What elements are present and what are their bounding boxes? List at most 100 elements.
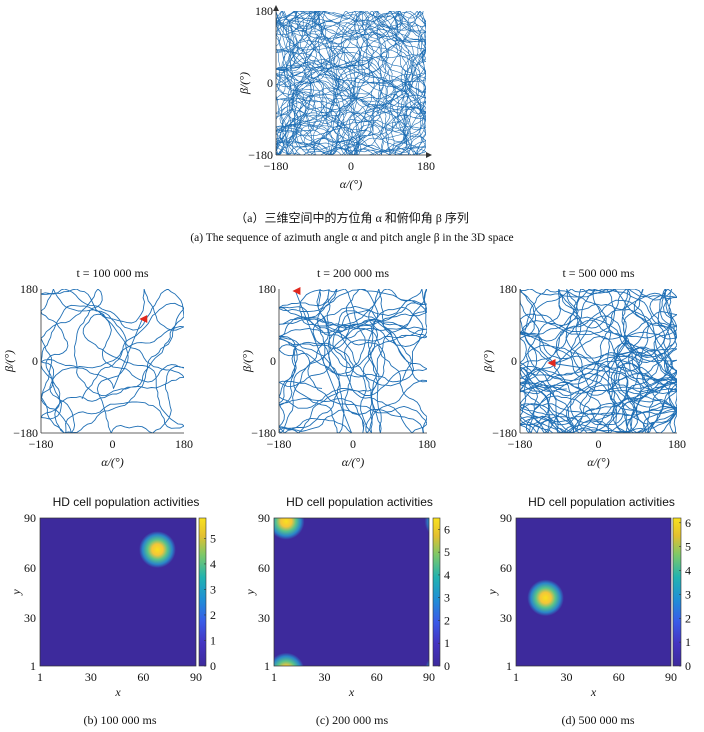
- x-axis-label: x: [348, 685, 355, 699]
- y-tick-label: 180: [499, 282, 517, 296]
- colorbar-tick-label: 5: [210, 531, 216, 545]
- x-axis-label: x: [590, 685, 597, 699]
- x-tick-label: 1: [37, 670, 43, 684]
- y-tick-label: 30: [258, 611, 270, 625]
- colorbar-tick-label: 4: [685, 564, 691, 578]
- y-tick-label: −180: [13, 426, 38, 440]
- activity-bump: [527, 579, 564, 617]
- y-tick-label: 180: [20, 282, 38, 296]
- colorbar-tick-label: 1: [210, 633, 216, 647]
- panel-title: t = 200 000 ms: [317, 266, 389, 280]
- x-tick-label: 30: [85, 670, 97, 684]
- x-tick-label: −180: [508, 437, 533, 451]
- x-tick-label: 90: [423, 670, 435, 684]
- y-tick-label: 0: [32, 354, 38, 368]
- y-tick-label: 90: [258, 511, 270, 525]
- colorbar-tick-label: 0: [685, 659, 691, 673]
- caption-b: (b) 100 000 ms: [83, 713, 157, 727]
- colorbar-tick-label: 4: [444, 568, 450, 582]
- trajectory-line: [279, 289, 427, 433]
- colorbar-tick-label: 5: [685, 540, 691, 554]
- y-axis-label: y: [485, 589, 499, 596]
- x-tick-label: 0: [596, 437, 602, 451]
- caption-c: (c) 200 000 ms: [315, 713, 389, 727]
- y-tick-label: 0: [267, 76, 273, 90]
- y-tick-label: −180: [492, 426, 517, 440]
- x-tick-label: 30: [319, 670, 331, 684]
- x-tick-label: 180: [175, 437, 193, 451]
- heatmap-1: 1 30 60 90 1 30 60 90 x y HD cell population activ…: [243, 495, 450, 699]
- current-position-marker: [292, 287, 301, 295]
- x-axis-label: α/(°): [101, 455, 123, 469]
- y-tick-label: 0: [511, 354, 517, 368]
- x-tick-label: 1: [513, 670, 519, 684]
- y-tick-label: 90: [24, 511, 36, 525]
- heatmap-frame: [39, 517, 197, 667]
- current-position-marker: [547, 359, 556, 367]
- trajectory-plot-1: −180 0 180 −180 0 180 α/(°) β/(°) t = 100 000 ms: [2, 266, 193, 469]
- colorbar-tick-label: 2: [210, 608, 216, 622]
- x-axis-arrow: [426, 152, 432, 158]
- y-tick-label: 180: [258, 282, 276, 296]
- x-tick-label: 90: [190, 670, 202, 684]
- caption-d: (d) 500 000 ms: [561, 713, 635, 727]
- y-axis-label: y: [243, 589, 257, 596]
- colorbar: [198, 517, 207, 667]
- x-tick-label: 1: [271, 670, 277, 684]
- colorbar-tick-label: 4: [210, 557, 216, 571]
- y-tick-label: −180: [248, 148, 273, 162]
- colorbar-tick-label: 3: [685, 587, 691, 601]
- x-axis-label: α/(°): [342, 455, 364, 469]
- trajectory-plot-2: −180 0 180 −180 0 180 α/(°) β/(°) t = 200 000 ms: [240, 266, 436, 469]
- y-tick-label: 30: [24, 611, 36, 625]
- colorbar-tick-label: 3: [444, 591, 450, 605]
- y-axis-label: β/(°): [237, 72, 251, 95]
- colorbar-tick-label: 0: [210, 659, 216, 673]
- y-tick-label: 1: [264, 659, 270, 673]
- colorbar-tick-label: 1: [444, 636, 450, 650]
- y-tick-label: 60: [500, 561, 512, 575]
- activity-bump: [139, 531, 176, 568]
- x-tick-label: −180: [29, 437, 54, 451]
- colorbar-tick-label: 1: [685, 635, 691, 649]
- x-tick-label: 60: [371, 670, 383, 684]
- activity-bump: [274, 518, 305, 540]
- colorbar-tick-label: 2: [444, 613, 450, 627]
- colorbar-tick-label: 3: [210, 582, 216, 596]
- trajectory-plot-3: −180 0 180 −180 0 180 α/(°) β/(°) t = 500 000 ms: [481, 266, 686, 469]
- colorbar-tick-label: 2: [685, 611, 691, 625]
- y-tick-label: 1: [30, 659, 36, 673]
- heatmap-title: HD cell population activities: [286, 495, 433, 509]
- activity-bump: [424, 518, 429, 534]
- y-axis-label: β/(°): [481, 350, 495, 373]
- current-position-marker: [139, 315, 148, 323]
- activity-bump: [274, 652, 304, 666]
- x-axis-label: α/(°): [340, 177, 362, 191]
- x-tick-label: 180: [417, 159, 435, 173]
- trajectory-line: [520, 289, 677, 433]
- colorbar: [432, 517, 441, 667]
- x-tick-label: −180: [267, 437, 292, 451]
- y-tick-label: 60: [24, 561, 36, 575]
- y-axis-arrow: [273, 5, 279, 11]
- x-tick-label: 0: [348, 159, 354, 173]
- trajectory-line: [276, 11, 426, 155]
- heatmap-title: HD cell population activities: [53, 495, 200, 509]
- y-tick-label: 1: [506, 659, 512, 673]
- x-tick-label: 90: [665, 670, 677, 684]
- y-tick-label: −180: [251, 426, 276, 440]
- colorbar-tick-label: 5: [444, 545, 450, 559]
- x-tick-label: 0: [350, 437, 356, 451]
- x-tick-label: 60: [613, 670, 625, 684]
- y-axis-label: y: [9, 589, 23, 596]
- colorbar-tick-label: 6: [685, 516, 691, 530]
- y-tick-label: 60: [258, 561, 270, 575]
- panel-title: t = 100 000 ms: [76, 266, 148, 280]
- y-axis-label: β/(°): [2, 350, 16, 373]
- activity-bump: [425, 659, 429, 666]
- trajectory-line: [41, 289, 184, 433]
- y-tick-label: 30: [500, 611, 512, 625]
- colorbar: [672, 517, 682, 667]
- y-tick-label: 0: [270, 354, 276, 368]
